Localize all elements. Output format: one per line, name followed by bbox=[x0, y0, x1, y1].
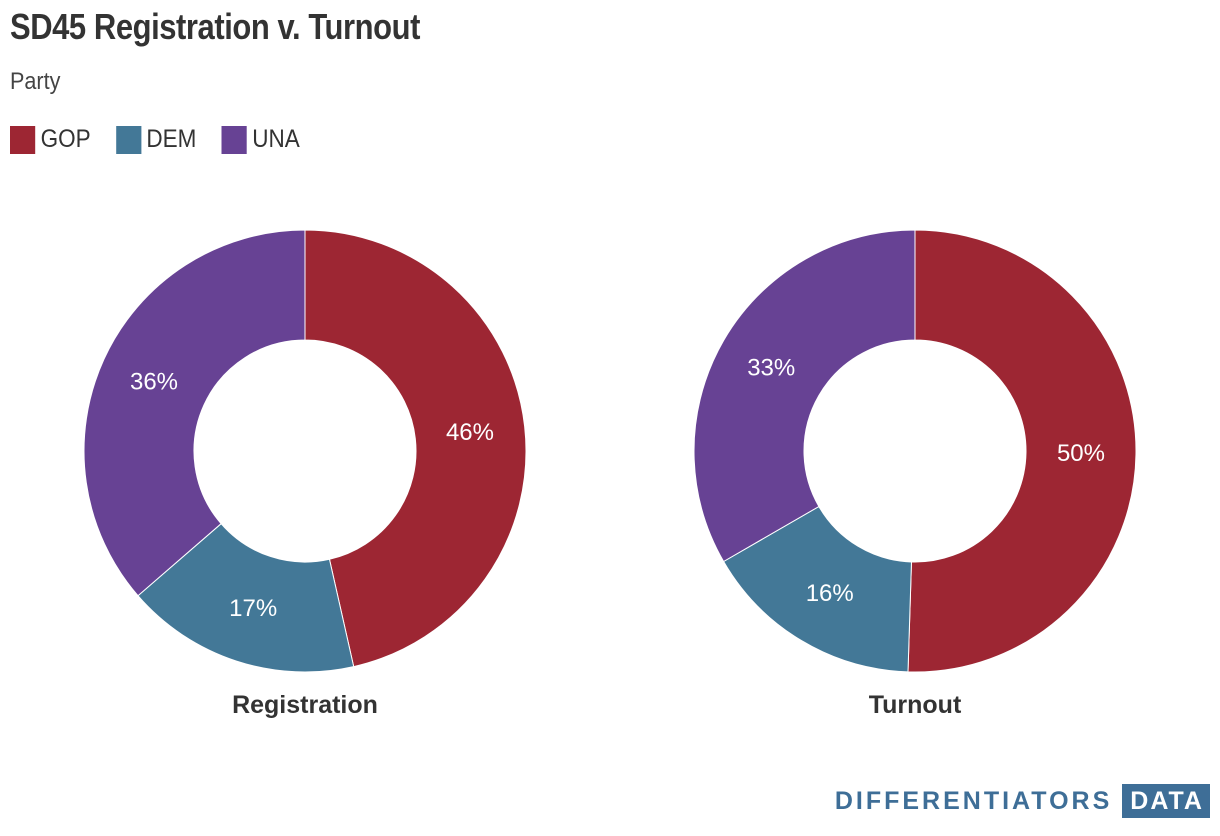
legend-label-una: UNA bbox=[252, 125, 300, 153]
legend-item-una: UNA bbox=[221, 125, 300, 154]
legend-label-gop: GOP bbox=[40, 125, 91, 153]
brand-logo: DIFFERENTIATORS DATA bbox=[835, 784, 1210, 818]
donut-title-registration: Registration bbox=[232, 691, 378, 719]
slice-label-gop: 46% bbox=[446, 419, 494, 446]
legend-item-gop: GOP bbox=[10, 125, 91, 154]
slice-dem bbox=[722, 505, 912, 673]
chart-subtitle: Party bbox=[10, 68, 61, 95]
donut-title-turnout: Turnout bbox=[869, 691, 962, 719]
legend-swatch-gop bbox=[10, 125, 36, 154]
chart-title: SD45 Registration v. Turnout bbox=[10, 6, 420, 47]
legend-label-dem: DEM bbox=[146, 125, 197, 153]
slice-una bbox=[693, 229, 916, 563]
slice-dem bbox=[137, 522, 355, 673]
legend-item-dem: DEM bbox=[115, 125, 197, 154]
donut-chart-turnout: 50% 16% 33% Turnout bbox=[693, 229, 1137, 719]
slice-gop bbox=[304, 229, 527, 668]
slice-label-una: 33% bbox=[747, 355, 795, 382]
brand-data-badge: DATA bbox=[1122, 784, 1210, 818]
slice-label-gop: 50% bbox=[1057, 440, 1105, 467]
slice-label-una: 36% bbox=[130, 369, 178, 396]
brand-name: DIFFERENTIATORS bbox=[834, 786, 1113, 815]
slice-label-dem: 17% bbox=[229, 595, 277, 622]
legend-swatch-una bbox=[221, 125, 247, 154]
slice-label-dem: 16% bbox=[806, 580, 854, 607]
donut-chart-registration: 46% 17% 36% Registration bbox=[83, 229, 527, 719]
legend: GOP DEM UNA bbox=[10, 125, 325, 154]
slice-gop bbox=[907, 229, 1137, 673]
slice-una bbox=[83, 229, 306, 597]
legend-swatch-dem bbox=[115, 125, 142, 154]
